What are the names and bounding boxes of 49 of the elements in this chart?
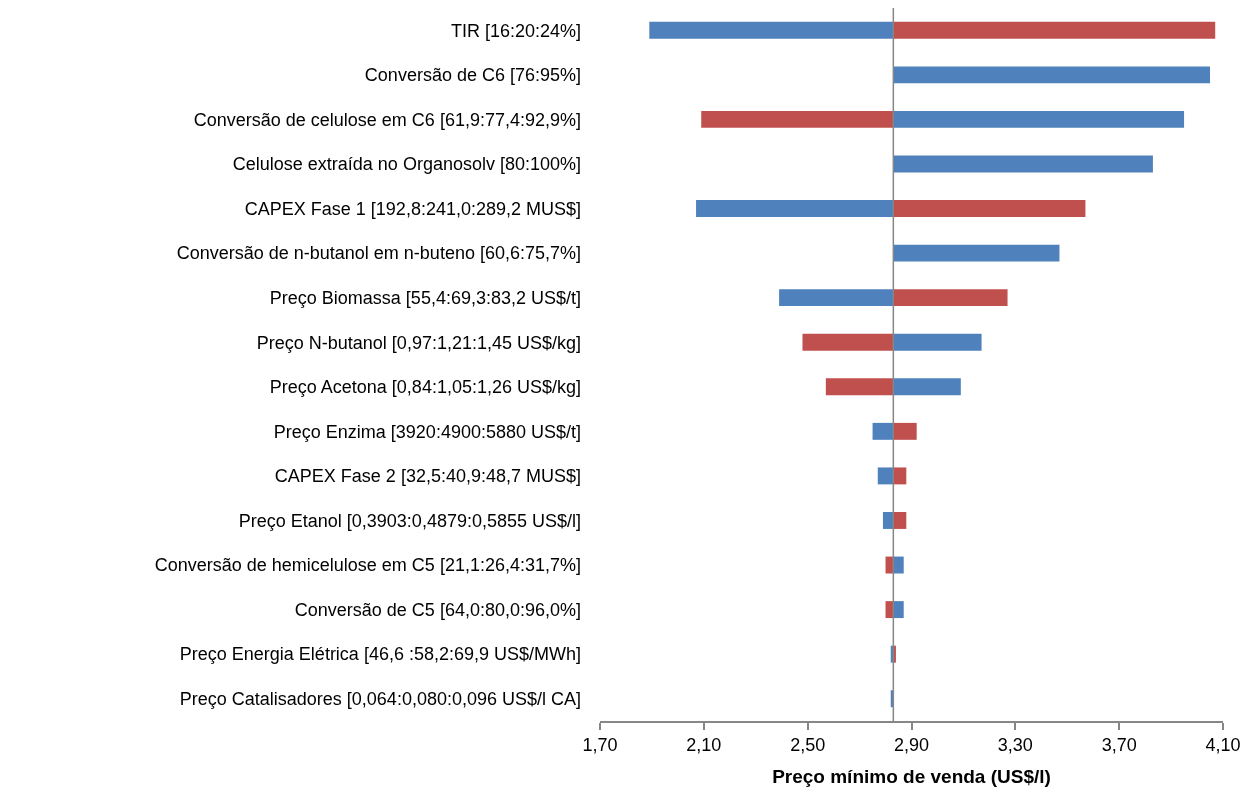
bar xyxy=(893,244,1060,262)
bar xyxy=(893,155,1153,173)
y-tick-label: Preço Etanol [0,3903:0,4879:0,5855 US$/l] xyxy=(238,510,581,531)
x-tick-label: 2,50 xyxy=(790,735,826,756)
y-tick-label: Conversão de hemicelulose em C5 [21,1:26,4:31,7%] xyxy=(154,555,581,576)
y-tick-label: Preço Catalisadores [0,064:0,080:0,096 US$/l CA] xyxy=(179,689,581,710)
bar xyxy=(802,333,894,351)
bar xyxy=(893,289,1008,307)
x-tick-label: 1,70 xyxy=(582,735,618,756)
x-tick-label: 3,70 xyxy=(1101,735,1137,756)
y-tick-label: Conversão de C5 [64,0:80,0:96,0%] xyxy=(294,599,581,620)
bar xyxy=(872,422,894,440)
bar xyxy=(696,200,894,217)
bar xyxy=(893,556,904,574)
y-tick-label: Conversão de celulose em C6 [61,9:77,4:92,9%] xyxy=(193,109,581,130)
y-tick-label: Preço Biomassa [55,4:69,3:83,2 US$/t] xyxy=(269,287,581,308)
bar xyxy=(893,601,904,619)
y-tick-label: Preço N-butanol [0,97:1,21:1,45 US$/kg] xyxy=(256,332,581,353)
bar xyxy=(825,378,894,396)
bar xyxy=(893,200,1086,217)
bar xyxy=(649,21,894,39)
bar xyxy=(877,467,894,485)
bar xyxy=(893,378,961,396)
x-tick-label: 2,90 xyxy=(893,735,930,756)
y-tick-label: Preço Enzima [3920:4900:5880 US$/t] xyxy=(273,421,581,442)
x-axis-title: Preço mínimo de venda (US$/l) xyxy=(772,765,1051,787)
x-tick-label: 3,30 xyxy=(997,735,1033,756)
bar xyxy=(893,110,1185,128)
x-tick-label: 4,10 xyxy=(1205,735,1241,756)
y-tick-label: CAPEX Fase 1 [192,8:241,0:289,2 MUS$] xyxy=(244,198,581,219)
bar xyxy=(885,556,894,574)
y-tick-label: TIR [16:20:24%] xyxy=(450,20,581,41)
bar xyxy=(885,601,894,619)
y-tick-label: Conversão de C6 [76:95%] xyxy=(364,65,581,86)
y-tick-label: Celulose extraída no Organosolv [80:100%] xyxy=(232,154,581,175)
bar xyxy=(893,467,907,485)
bar xyxy=(882,512,894,529)
x-tick-label: 2,10 xyxy=(686,735,722,756)
bar xyxy=(893,333,982,351)
bar xyxy=(779,289,894,307)
bar xyxy=(893,66,1211,84)
y-tick-label: Conversão de n-butanol em n-buteno [60,6:75,7%] xyxy=(176,243,581,264)
y-tick-label: CAPEX Fase 2 [32,5:40,9:48,7 MUS$] xyxy=(274,466,581,487)
bar xyxy=(893,21,1216,39)
bar xyxy=(893,512,907,529)
y-tick-label: Preço Energia Elétrica [46,6 :58,2:69,9 US$/MWh] xyxy=(179,644,581,665)
bar xyxy=(701,110,894,128)
y-tick-label: Preço Acetona [0,84:1,05:1,26 US$/kg] xyxy=(269,377,581,398)
bar xyxy=(893,422,917,440)
